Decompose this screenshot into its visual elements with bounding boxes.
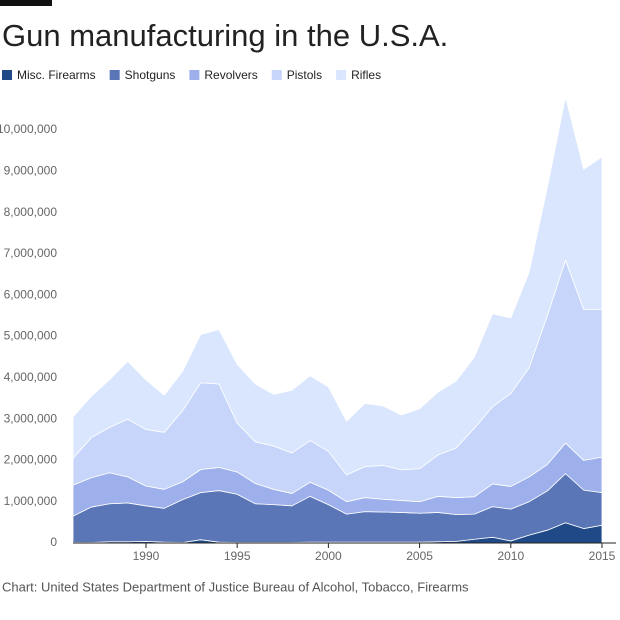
x-tick-label: 1995 — [224, 549, 251, 563]
y-tick-label: 6,000,000 — [4, 287, 58, 301]
legend-swatch — [336, 70, 347, 80]
y-tick-label: 5,000,000 — [4, 329, 58, 343]
legend-swatch — [2, 70, 12, 80]
legend-swatch — [189, 70, 200, 80]
y-tick-label: 10,000,000 — [0, 122, 57, 136]
area — [72, 96, 603, 476]
legend-swatch — [109, 70, 120, 80]
y-tick-label: 3,000,000 — [4, 411, 58, 425]
y-tick-label: 2,000,000 — [4, 453, 58, 467]
header-bar — [0, 0, 52, 6]
y-tick-label: 7,000,000 — [4, 246, 58, 260]
legend-label: Revolvers — [204, 68, 257, 82]
x-tick-label: 2000 — [315, 549, 342, 563]
y-tick-label: 9,000,000 — [4, 163, 58, 177]
legend-label: Pistols — [287, 68, 322, 82]
legend-label: Shotguns — [125, 68, 176, 82]
y-tick-label: 0 — [50, 535, 57, 549]
x-tick-label: 2005 — [406, 549, 433, 563]
x-tick-label: 2010 — [497, 549, 524, 563]
chart-title: Gun manufacturing in the U.S.A. — [2, 18, 448, 53]
x-tick-label: 1990 — [133, 549, 160, 563]
y-tick-label: 8,000,000 — [4, 205, 58, 219]
legend-swatch — [271, 70, 282, 80]
y-tick-label: 1,000,000 — [4, 494, 58, 508]
x-tick-label: 2015 — [589, 549, 616, 563]
y-tick-label: 4,000,000 — [4, 370, 58, 384]
legend-label: Rifles — [351, 68, 381, 82]
legend-label: Misc. Firearms — [17, 68, 96, 82]
source-note: Chart: United States Department of Justi… — [2, 579, 469, 594]
